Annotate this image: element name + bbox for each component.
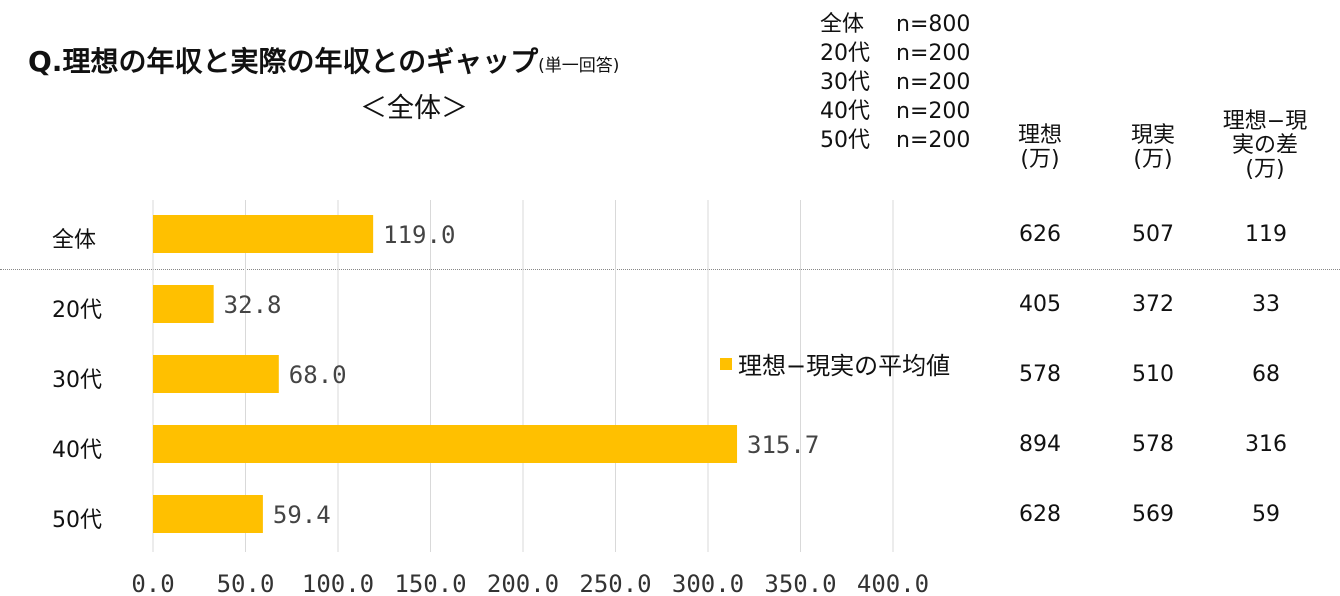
x-tick-label: 200.0 bbox=[487, 570, 559, 596]
row-divider bbox=[0, 269, 1340, 270]
x-tick-label: 0.0 bbox=[131, 570, 174, 596]
sample-group: 全体 bbox=[820, 12, 865, 37]
bar bbox=[153, 285, 214, 323]
column-header-line: (万) bbox=[1245, 157, 1285, 182]
category-label: 30代 bbox=[52, 368, 102, 393]
table-cell-diff: 119 bbox=[1245, 222, 1287, 247]
sample-group: 20代 bbox=[820, 41, 870, 66]
chart-subtitle: ＜全体＞ bbox=[360, 93, 468, 124]
column-header-line: 理想−現 bbox=[1222, 109, 1308, 134]
bar bbox=[153, 425, 738, 463]
table-cell-ideal: 578 bbox=[1019, 362, 1061, 387]
x-tick-label: 100.0 bbox=[302, 570, 374, 596]
sample-row: 50代 n=200 bbox=[820, 126, 970, 155]
sample-row: 30代 n=200 bbox=[820, 68, 970, 97]
sample-n: n=200 bbox=[896, 99, 971, 124]
sample-group: 50代 bbox=[820, 128, 870, 153]
column-header-actual: 現実 (万) bbox=[1113, 124, 1193, 172]
x-tick-label: 50.0 bbox=[217, 570, 275, 596]
data-label: 68.0 bbox=[289, 361, 347, 389]
x-tick-label: 300.0 bbox=[672, 570, 744, 596]
legend-swatch bbox=[720, 357, 732, 370]
table-cell-actual: 372 bbox=[1132, 292, 1174, 317]
chart-title-note: (単一回答) bbox=[538, 56, 620, 76]
column-header-ideal: 理想 (万) bbox=[1000, 124, 1080, 172]
table-cell-ideal: 628 bbox=[1019, 502, 1061, 527]
table-cell-actual: 569 bbox=[1132, 502, 1174, 527]
sample-group: 40代 bbox=[820, 99, 870, 124]
sample-row: 40代 n=200 bbox=[820, 97, 970, 126]
table-cell-diff: 33 bbox=[1252, 292, 1280, 317]
x-tick-label: 250.0 bbox=[579, 570, 651, 596]
sample-row: 20代 n=200 bbox=[820, 39, 970, 68]
x-tick-label: 350.0 bbox=[764, 570, 836, 596]
data-label: 32.8 bbox=[224, 291, 282, 319]
sample-n: n=200 bbox=[896, 41, 971, 66]
table-cell-actual: 578 bbox=[1132, 432, 1174, 457]
sample-n: n=200 bbox=[896, 128, 971, 153]
category-label: 50代 bbox=[52, 508, 102, 533]
table-cell-ideal: 405 bbox=[1019, 292, 1061, 317]
bar bbox=[153, 215, 374, 253]
column-header-diff: 理想−現 実の差 (万) bbox=[1210, 110, 1320, 182]
chart-title-main: Q.理想の年収と実際の年収とのギャップ bbox=[28, 45, 539, 78]
column-header-line: 現実 bbox=[1130, 123, 1175, 148]
column-header-line: (万) bbox=[1133, 147, 1173, 172]
column-header-line: (万) bbox=[1020, 147, 1060, 172]
data-label: 59.4 bbox=[273, 501, 331, 529]
sample-n: n=800 bbox=[896, 12, 971, 37]
table-cell-diff: 59 bbox=[1252, 502, 1280, 527]
bar bbox=[153, 355, 279, 393]
category-label: 全体 bbox=[52, 228, 97, 253]
category-label: 20代 bbox=[52, 298, 102, 323]
chart-legend: 理想−現実の平均値 bbox=[720, 346, 950, 381]
table-cell-diff: 316 bbox=[1245, 432, 1287, 457]
sample-row: 全体 n=800 bbox=[820, 10, 970, 39]
x-tick-label: 400.0 bbox=[857, 570, 929, 596]
column-header-line: 実の差 bbox=[1231, 133, 1298, 158]
table-cell-actual: 510 bbox=[1132, 362, 1174, 387]
x-tick-label: 150.0 bbox=[394, 570, 466, 596]
sample-size-list: 全体 n=800 20代 n=200 30代 n=200 40代 n=200 50代 n=… bbox=[820, 10, 970, 155]
sample-n: n=200 bbox=[896, 70, 971, 95]
table-cell-ideal: 894 bbox=[1019, 432, 1061, 457]
table-cell-ideal: 626 bbox=[1019, 222, 1061, 247]
data-label: 119.0 bbox=[383, 221, 455, 249]
legend-label: 理想−現実の平均値 bbox=[738, 352, 951, 380]
chart-title: Q.理想の年収と実際の年収とのギャップ(単一回答) bbox=[28, 40, 619, 80]
column-header-line: 理想 bbox=[1017, 123, 1062, 148]
sample-group: 30代 bbox=[820, 70, 870, 95]
table-cell-diff: 68 bbox=[1252, 362, 1280, 387]
category-label: 40代 bbox=[52, 438, 102, 463]
table-cell-actual: 507 bbox=[1132, 222, 1174, 247]
bar bbox=[153, 495, 263, 533]
data-label: 315.7 bbox=[747, 431, 819, 459]
